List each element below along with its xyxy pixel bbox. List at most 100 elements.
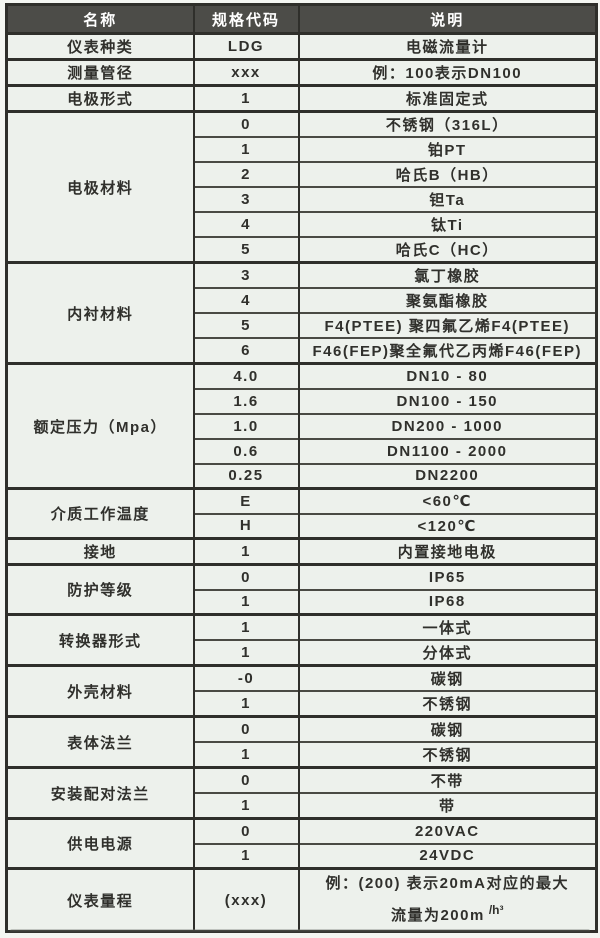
description-cell: 氯丁橡胶 (297, 261, 598, 288)
code-cell: 0 (192, 110, 300, 137)
table-row: 仪表种类 LDG 电磁流量计 (5, 32, 598, 60)
description-cell: 不带 (297, 766, 598, 793)
description-cell: 带 (297, 792, 598, 819)
code-cell: 4.0 (192, 362, 300, 389)
code-cell: xxx (192, 58, 300, 86)
description-cell: 内置接地电极 (297, 537, 598, 565)
description-cell: IP65 (297, 563, 598, 590)
description-cell: 不锈钢（316L） (297, 110, 598, 137)
description-cell: 哈氏B（HB） (297, 161, 598, 187)
table-row: 4 钛Ti (7, 211, 598, 237)
description-cell: <120℃ (297, 512, 598, 539)
description-cell: 钛Ti (297, 211, 598, 237)
code-cell: 1.0 (192, 412, 300, 439)
table-row: 0.25 DN2200 (7, 462, 598, 489)
table-row: 5 F4(PTEE) 聚四氟乙烯F4(PTEE) (7, 312, 598, 338)
col-header-description: 说明 (297, 4, 598, 35)
table-row: 1 分体式 (7, 639, 598, 666)
col-header-code: 规格代码 (192, 4, 300, 35)
group-name-cell: 电极形式 (5, 84, 195, 112)
table-row: 电极形式 1 标准固定式 (5, 84, 598, 112)
table-row: 1 不锈钢 (7, 690, 598, 717)
description-cell: 分体式 (297, 639, 598, 666)
header-row: 名称 规格代码 说明 (5, 4, 598, 35)
table-row: 电极材料 0 不锈钢（316L） (5, 110, 598, 263)
description-cell: 不锈钢 (297, 741, 598, 768)
code-cell: 1 (192, 842, 300, 869)
table-row: 1.6 DN100 - 150 (7, 387, 598, 414)
table-row: 1 24VDC (7, 842, 598, 869)
description-cell: 哈氏C（HC） (297, 236, 598, 263)
table-row: 4 聚氨酯橡胶 (7, 287, 598, 313)
table-row: 内衬材料 3 氯丁橡胶 (5, 261, 598, 364)
unit-superscript: /h³ (488, 903, 504, 917)
code-cell: 3 (192, 186, 300, 212)
code-cell: 6 (192, 337, 300, 364)
code-cell: -0 (192, 664, 300, 691)
description-cell: DN100 - 150 (297, 387, 598, 414)
table-row: 1 不锈钢 (7, 741, 598, 768)
table-row: H <120℃ (7, 512, 598, 539)
code-cell: 3 (192, 261, 300, 288)
description-cell: 例：(200) 表示20mA对应的最大 流量为200m/h³ (297, 867, 598, 932)
group-name-cell: 防护等级 (5, 563, 195, 615)
code-cell: 1 (192, 613, 300, 640)
table-row: 外壳材料 -0 碳钢 (5, 664, 598, 717)
description-cell: 例：100表示DN100 (297, 58, 598, 86)
group-name-cell: 额定压力（Mpa） (5, 362, 195, 489)
table-row: 接地 1 内置接地电极 (5, 537, 598, 565)
code-cell: 0.6 (192, 437, 300, 464)
description-cell: DN1100 - 2000 (297, 437, 598, 464)
code-cell: LDG (192, 32, 300, 60)
table-row: 1 铂PT (7, 136, 598, 162)
col-header-name: 名称 (5, 4, 195, 35)
table-row: 2 哈氏B（HB） (7, 161, 598, 187)
code-cell: 5 (192, 236, 300, 263)
code-cell: E (192, 487, 300, 514)
code-cell: 0 (192, 766, 300, 793)
table-row: 仪表量程 (xxx) 例：(200) 表示20mA对应的最大 流量为200m/h³ (5, 867, 598, 932)
code-cell: 1.6 (192, 387, 300, 414)
group-name-cell: 内衬材料 (5, 261, 195, 364)
code-cell: 2 (192, 161, 300, 187)
group-name-cell: 转换器形式 (5, 613, 195, 666)
description-cell: DN10 - 80 (297, 362, 598, 389)
table-row: 5 哈氏C（HC） (7, 236, 598, 263)
table-header: 名称 规格代码 说明 (5, 4, 598, 35)
code-cell: 1 (192, 84, 300, 112)
spec-table-body: 仪表种类 LDG 电磁流量计 测量管径 xxx 例：100表示DN100 电极形式 1 标准固定… (5, 32, 598, 932)
flowmeter-spec-table: 名称 规格代码 说明 仪表种类 LDG 电磁流量计 测量管径 xxx 例：100表示DN1… (5, 3, 598, 933)
code-cell: 1 (192, 588, 300, 615)
group-name-cell: 供电电源 (5, 817, 195, 869)
group-name-cell: 介质工作温度 (5, 487, 195, 539)
code-cell: 0 (192, 563, 300, 590)
code-cell: 1 (192, 639, 300, 666)
description-cell: 不锈钢 (297, 690, 598, 717)
table-row: 转换器形式 1 一体式 (5, 613, 598, 666)
description-cell: F46(FEP)聚全氟代乙丙烯F46(FEP) (297, 337, 598, 364)
table-row: 1 IP68 (7, 588, 598, 615)
code-cell: 0 (192, 715, 300, 742)
group-name-cell: 仪表种类 (5, 32, 195, 60)
description-cell: F4(PTEE) 聚四氟乙烯F4(PTEE) (297, 312, 598, 338)
description-cell: 聚氨酯橡胶 (297, 287, 598, 313)
description-cell: 钽Ta (297, 186, 598, 212)
code-cell: H (192, 512, 300, 539)
table-row: 6 F46(FEP)聚全氟代乙丙烯F46(FEP) (7, 337, 598, 364)
description-cell: DN200 - 1000 (297, 412, 598, 439)
description-cell: <60℃ (297, 487, 598, 514)
code-cell: 1 (192, 741, 300, 768)
code-cell: 1 (192, 690, 300, 717)
code-cell: 1 (192, 136, 300, 162)
description-line2-text: 流量为200m (390, 907, 485, 924)
code-cell: (xxx) (192, 867, 300, 932)
code-cell: 4 (192, 211, 300, 237)
group-name-cell: 测量管径 (5, 58, 195, 86)
description-cell: 铂PT (297, 136, 598, 162)
code-cell: 1 (192, 537, 300, 565)
code-cell: 4 (192, 287, 300, 313)
table-row: 防护等级 0 IP65 (5, 563, 598, 615)
description-cell: 碳钢 (297, 715, 598, 742)
description-cell: 一体式 (297, 613, 598, 640)
